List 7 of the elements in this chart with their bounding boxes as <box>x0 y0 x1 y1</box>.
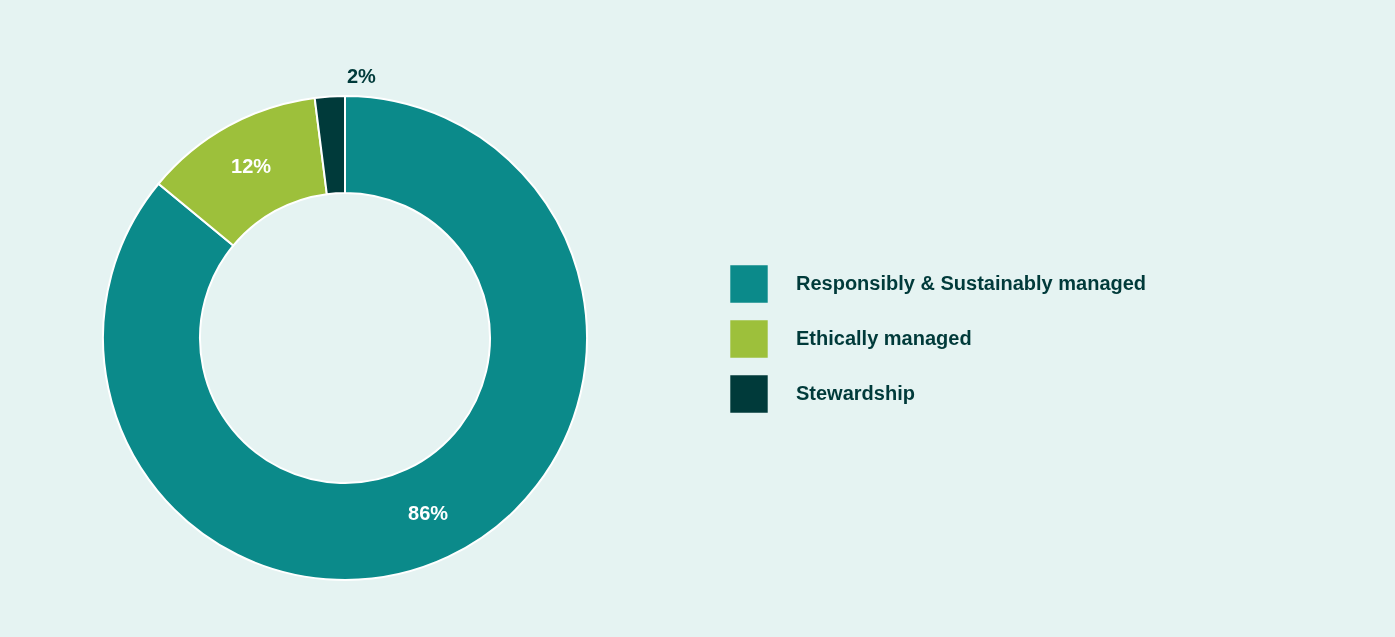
legend-label: Ethically managed <box>796 327 972 349</box>
legend-label: Responsibly & Sustainably managed <box>796 272 1147 294</box>
legend-label: Stewardship <box>796 382 915 404</box>
data-label: 12% <box>231 155 272 178</box>
donut-slice <box>102 95 588 581</box>
data-label: 86% <box>408 502 449 525</box>
data-label: 2% <box>347 64 377 87</box>
